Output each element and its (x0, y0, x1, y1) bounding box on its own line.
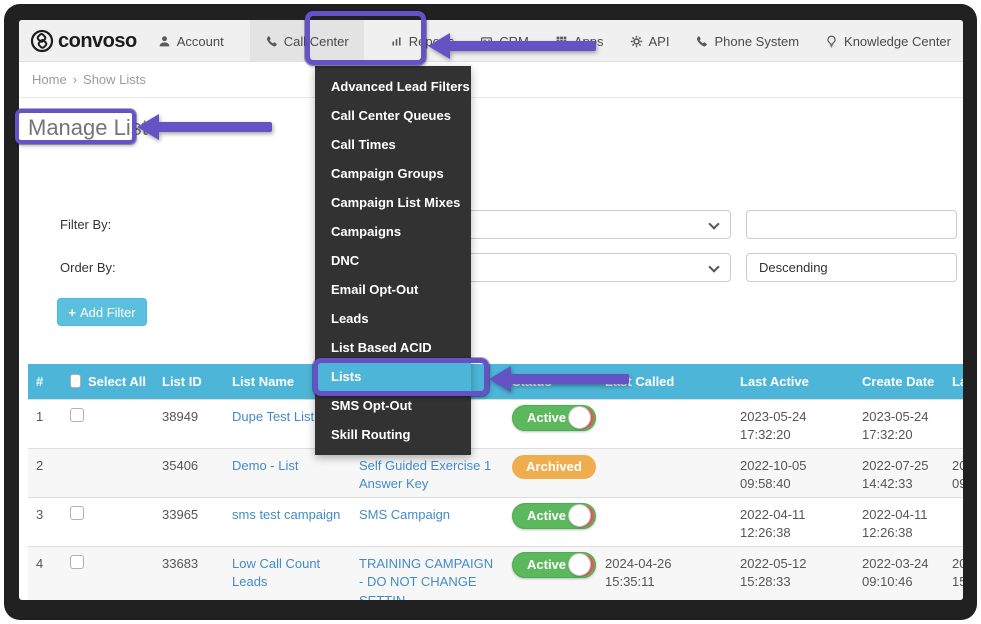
header-list-id[interactable]: List ID (154, 364, 224, 399)
grid-icon (556, 36, 567, 46)
status-badge[interactable]: Archived (512, 454, 596, 479)
header-last-active[interactable]: Last Active (732, 364, 854, 399)
status-toggle[interactable]: Active (512, 404, 596, 431)
table-row: 1 38949 Dupe Test List TS Active 2023-05… (28, 399, 963, 448)
row-checkbox[interactable] (70, 554, 84, 569)
menu-item-campaigns[interactable]: Campaigns (331, 224, 402, 239)
campaign-link[interactable]: SMS Campaign (359, 506, 451, 522)
breadcrumb-separator: › (72, 72, 78, 87)
lightbulb-icon (827, 35, 836, 48)
menu-item-lists[interactable]: Lists (315, 362, 471, 391)
list-name-link[interactable]: Demo - List (232, 457, 299, 473)
toggle-knob (568, 552, 591, 576)
menu-item-list-based-acid[interactable]: List Based ACID (331, 340, 432, 355)
row-checkbox[interactable] (70, 505, 84, 520)
header-create-date[interactable]: Create Date (854, 364, 944, 399)
toggle-knob (568, 405, 591, 429)
gear-icon (630, 35, 642, 47)
crm-card-icon (481, 36, 493, 46)
row-checkbox[interactable] (70, 407, 84, 422)
campaign-link[interactable]: Self Guided Exercise 1 Answer Key (359, 457, 492, 492)
status-toggle[interactable]: Active (512, 502, 596, 529)
table-row: 4 33683 Low Call Count Leads TRAINING CA… (28, 546, 963, 600)
plus-icon: + (68, 304, 76, 320)
top-navbar: convoso Account Call Center Reports CRM … (19, 20, 963, 62)
header-select-all: Select All (62, 364, 154, 399)
chevron-down-icon (708, 261, 720, 273)
order-direction-select[interactable]: Descending (746, 253, 957, 282)
table-row: 2 35406 Demo - List Self Guided Exercise… (28, 448, 963, 497)
header-last-called[interactable]: Last Called (597, 364, 732, 399)
nav-item-account[interactable]: Account (158, 20, 224, 62)
menu-item-call-center-queues[interactable]: Call Center Queues (331, 108, 451, 123)
nav-item-call-center[interactable]: Call Center (249, 20, 364, 62)
breadcrumb-current: Show Lists (83, 72, 146, 87)
filter-value-input[interactable] (746, 210, 957, 239)
filter-by-label: Filter By: (60, 217, 112, 232)
menu-item-dnc[interactable]: DNC (331, 253, 360, 268)
call-center-dropdown-menu: Advanced Lead Filters Call Center Queues… (315, 66, 471, 455)
chevron-down-icon (708, 218, 720, 230)
menu-item-leads[interactable]: Leads (331, 311, 369, 326)
list-name-link[interactable]: Dupe Test List TS (232, 408, 335, 424)
phone-icon (266, 35, 277, 46)
table-header-row: # Select All List ID List Name Status La… (28, 364, 963, 399)
bar-chart-icon (392, 36, 401, 46)
menu-item-campaign-groups[interactable]: Campaign Groups (331, 166, 444, 181)
page-title: Manage Lists (28, 115, 159, 140)
nav-item-crm[interactable]: CRM (480, 20, 529, 62)
order-direction-value: Descending (759, 260, 828, 275)
menu-item-campaign-list-mixes[interactable]: Campaign List Mixes (331, 195, 461, 210)
breadcrumb-home[interactable]: Home (32, 72, 67, 87)
campaign-link[interactable]: TRAINING CAMPAIGN - DO NOT CHANGE SETTIN (359, 555, 494, 601)
nav-item-apps[interactable]: Apps (555, 20, 604, 62)
nav-item-api[interactable]: API (630, 20, 669, 62)
header-index: # (28, 364, 62, 399)
toggle-knob (568, 503, 591, 527)
menu-item-sms-opt-out[interactable]: SMS Opt-Out (331, 398, 412, 413)
nav-item-knowledge-center[interactable]: Knowledge Center (825, 20, 951, 62)
nav-item-phone-system[interactable]: Phone System (695, 20, 799, 62)
order-by-label: Order By: (60, 260, 116, 275)
breadcrumb: Home › Show Lists (19, 62, 963, 98)
convoso-knot-icon (30, 29, 54, 53)
menu-item-advanced-lead-filters[interactable]: Advanced Lead Filters (331, 79, 470, 94)
table-row: 3 33965 sms test campaign SMS Campaign A… (28, 497, 963, 546)
menu-item-skill-routing[interactable]: Skill Routing (331, 427, 411, 442)
header-status[interactable]: Status (504, 364, 597, 399)
menu-item-email-opt-out[interactable]: Email Opt-Out (331, 282, 419, 297)
list-name-link[interactable]: sms test campaign (232, 506, 341, 522)
convoso-logo[interactable]: convoso (30, 20, 137, 62)
nav-item-reports[interactable]: Reports (390, 20, 454, 62)
header-last-truncated[interactable]: La (944, 364, 963, 399)
lists-table: # Select All List ID List Name Status La… (28, 364, 963, 600)
list-name-link[interactable]: Low Call Count Leads (232, 555, 321, 590)
select-all-checkbox[interactable] (70, 374, 81, 389)
status-toggle[interactable]: Active (512, 551, 596, 578)
app-window: convoso Account Call Center Reports CRM … (19, 20, 963, 600)
phone-icon (697, 35, 708, 46)
menu-item-call-times[interactable]: Call Times (331, 137, 396, 152)
add-filter-button[interactable]: + Add Filter (57, 298, 147, 326)
user-icon (159, 35, 170, 46)
brand-name: convoso (58, 29, 137, 52)
nav-menu: Account Call Center Reports CRM Apps API (158, 20, 951, 62)
